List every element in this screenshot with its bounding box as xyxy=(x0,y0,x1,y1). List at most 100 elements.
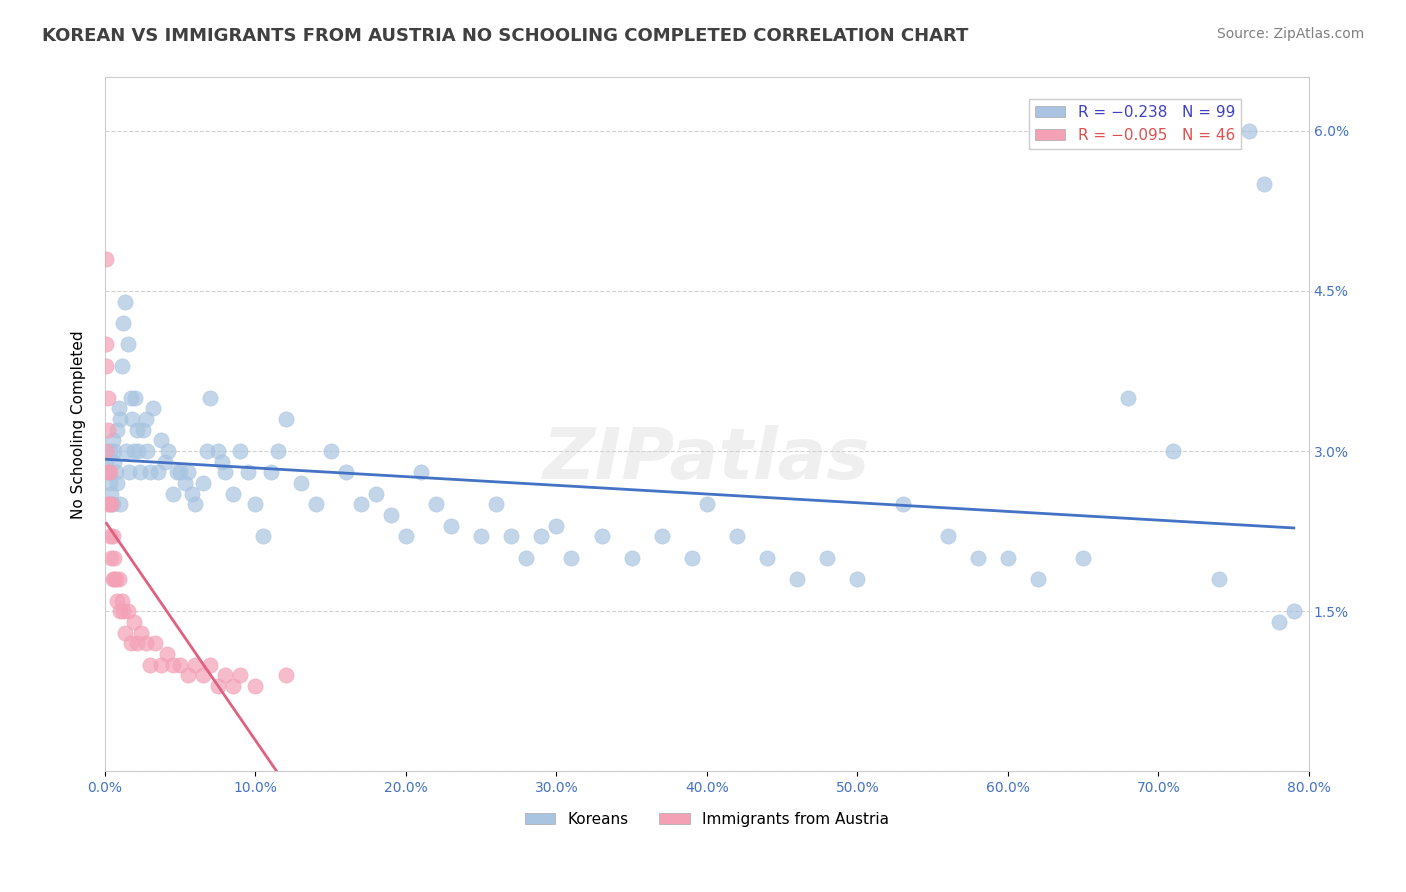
Point xyxy=(117,337,139,351)
Point xyxy=(107,572,129,586)
Point xyxy=(103,572,125,586)
Point xyxy=(97,466,120,480)
Point xyxy=(115,444,138,458)
Point xyxy=(120,636,142,650)
Point xyxy=(173,476,195,491)
Point xyxy=(101,529,124,543)
Point xyxy=(184,498,207,512)
Point xyxy=(103,455,125,469)
Point xyxy=(395,529,418,543)
Point xyxy=(96,337,118,351)
Point xyxy=(107,401,129,416)
Point xyxy=(108,604,131,618)
Point xyxy=(105,476,128,491)
Point xyxy=(222,487,245,501)
Point xyxy=(191,668,214,682)
Point xyxy=(440,518,463,533)
Point xyxy=(114,294,136,309)
Point xyxy=(1071,550,1094,565)
Point xyxy=(120,391,142,405)
Point xyxy=(97,466,120,480)
Point xyxy=(169,466,191,480)
Point xyxy=(98,466,121,480)
Point xyxy=(101,572,124,586)
Point xyxy=(96,252,118,266)
Point xyxy=(131,423,153,437)
Point xyxy=(104,466,127,480)
Point xyxy=(100,498,122,512)
Point xyxy=(1163,444,1185,458)
Point xyxy=(259,466,281,480)
Point xyxy=(124,391,146,405)
Point xyxy=(118,466,141,480)
Point xyxy=(104,572,127,586)
Point xyxy=(146,466,169,480)
Y-axis label: No Schooling Completed: No Schooling Completed xyxy=(72,330,86,519)
Point xyxy=(245,498,267,512)
Point xyxy=(100,550,122,565)
Point xyxy=(110,593,132,607)
Point xyxy=(350,498,373,512)
Point xyxy=(1282,604,1305,618)
Point xyxy=(207,679,229,693)
Point xyxy=(1237,124,1260,138)
Point xyxy=(98,476,121,491)
Point xyxy=(96,455,118,469)
Point xyxy=(181,487,204,501)
Point xyxy=(1253,177,1275,191)
Point xyxy=(162,657,184,672)
Point xyxy=(815,550,838,565)
Point xyxy=(142,401,165,416)
Point xyxy=(319,444,342,458)
Point xyxy=(177,668,200,682)
Point xyxy=(98,444,121,458)
Point xyxy=(177,466,200,480)
Text: ZIPatlas: ZIPatlas xyxy=(543,425,870,493)
Point xyxy=(891,498,914,512)
Point xyxy=(236,466,259,480)
Point xyxy=(211,455,233,469)
Point xyxy=(380,508,402,523)
Point xyxy=(162,487,184,501)
Point xyxy=(207,444,229,458)
Point xyxy=(229,668,252,682)
Point xyxy=(485,498,508,512)
Point xyxy=(96,444,118,458)
Text: KOREAN VS IMMIGRANTS FROM AUSTRIA NO SCHOOLING COMPLETED CORRELATION CHART: KOREAN VS IMMIGRANTS FROM AUSTRIA NO SCH… xyxy=(42,27,969,45)
Point xyxy=(200,657,222,672)
Point xyxy=(1267,615,1289,629)
Point xyxy=(966,550,988,565)
Point xyxy=(560,550,582,565)
Point xyxy=(98,529,121,543)
Point xyxy=(501,529,523,543)
Point xyxy=(100,487,122,501)
Point xyxy=(97,498,120,512)
Point xyxy=(105,593,128,607)
Point xyxy=(105,423,128,437)
Point xyxy=(696,498,718,512)
Point xyxy=(515,550,537,565)
Point xyxy=(252,529,274,543)
Point xyxy=(139,466,162,480)
Point xyxy=(200,391,222,405)
Point xyxy=(846,572,869,586)
Text: Source: ZipAtlas.com: Source: ZipAtlas.com xyxy=(1216,27,1364,41)
Point xyxy=(125,636,148,650)
Point xyxy=(135,412,157,426)
Point xyxy=(149,657,172,672)
Point xyxy=(153,455,176,469)
Point xyxy=(364,487,387,501)
Point xyxy=(129,625,152,640)
Point xyxy=(681,550,703,565)
Point xyxy=(245,679,267,693)
Point xyxy=(335,466,357,480)
Point xyxy=(756,550,779,565)
Point xyxy=(274,668,297,682)
Point xyxy=(1208,572,1230,586)
Point xyxy=(425,498,447,512)
Point xyxy=(157,444,180,458)
Point xyxy=(112,604,135,618)
Point xyxy=(267,444,290,458)
Point xyxy=(620,550,643,565)
Point xyxy=(135,636,157,650)
